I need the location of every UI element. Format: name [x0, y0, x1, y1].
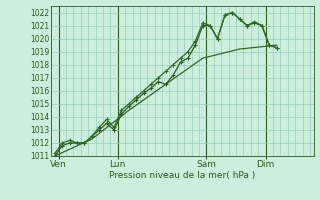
X-axis label: Pression niveau de la mer( hPa ): Pression niveau de la mer( hPa ) [109, 171, 256, 180]
